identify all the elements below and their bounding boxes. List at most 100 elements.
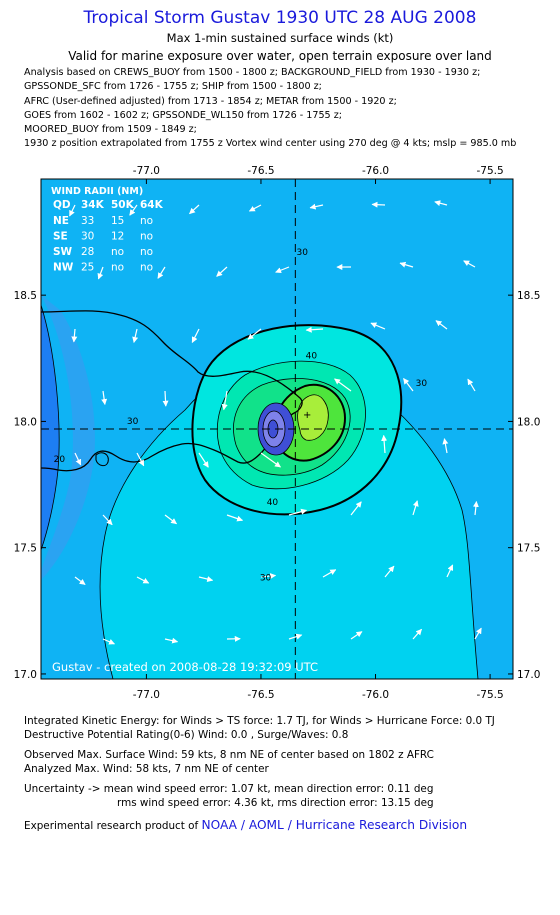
map-title: Tropical Storm Gustav 1930 UTC 28 AUG 20… bbox=[83, 8, 477, 28]
validity-note: Valid for marine exposure over water, op… bbox=[68, 49, 492, 63]
wind-arrow bbox=[198, 452, 209, 468]
wind-radii-cell: no bbox=[140, 246, 153, 258]
wind-arrow bbox=[226, 514, 244, 522]
wind-arrow bbox=[399, 261, 414, 268]
wind-arrow bbox=[189, 204, 200, 215]
contour-label: 30 bbox=[416, 379, 428, 389]
uncertainty-mean: Uncertainty -> mean wind speed error: 1.… bbox=[24, 783, 434, 795]
wind-arrow bbox=[309, 203, 324, 210]
wind-radii-cell: NW bbox=[53, 262, 74, 274]
contour-labels: 30 30 30 30 40 40 20 bbox=[54, 248, 428, 584]
wind-arrow bbox=[129, 204, 138, 216]
analysis-sources: Analysis based on CREWS_BUOY from 1500 -… bbox=[24, 66, 560, 152]
wind-arrow bbox=[164, 514, 177, 525]
wind-arrow bbox=[191, 328, 200, 343]
wind-radii-table: WIND RADII (NM) QD 34K 50K 64K NE 33 15 no SE 30 12… bbox=[51, 186, 164, 274]
wind-arrow bbox=[288, 633, 303, 640]
wind-arrow bbox=[102, 638, 116, 645]
contour-label: 40 bbox=[267, 498, 279, 508]
wind-radii-column-header: 50K bbox=[111, 199, 135, 211]
analysis-line: GPSSONDE_SFC from 1726 - 1755 z; SHIP fr… bbox=[24, 81, 322, 93]
analyzed-max-wind: Analyzed Max. Wind: 58 kts, 7 nm NE of c… bbox=[24, 763, 269, 775]
wind-arrow bbox=[162, 390, 169, 407]
lat-tick-label: 17.0 bbox=[517, 669, 540, 681]
wind-arrow bbox=[74, 452, 82, 466]
coast-detail bbox=[95, 452, 109, 467]
lon-tick-label: -77.0 bbox=[133, 689, 160, 701]
wind-arrow bbox=[247, 328, 262, 340]
wind-radii-cell: no bbox=[140, 231, 153, 243]
wind-arrow bbox=[198, 576, 214, 582]
credit-line: Experimental research product of NOAA / … bbox=[24, 818, 554, 832]
wind-arrow bbox=[164, 637, 179, 644]
wind-radii-column-header: QD bbox=[53, 199, 71, 211]
wind-arrow bbox=[371, 201, 386, 208]
contour-label: 30 bbox=[260, 574, 272, 584]
wind-arrow bbox=[248, 204, 262, 212]
wind-radii-cell: 25 bbox=[81, 262, 94, 274]
lon-tick-label: -75.5 bbox=[477, 689, 504, 701]
max-wind-marker: + bbox=[303, 410, 311, 421]
lat-tick-label: 18.0 bbox=[517, 416, 540, 428]
analysis-line: AFRC (User-defined adjusted) from 1713 -… bbox=[24, 95, 397, 107]
wind-arrow bbox=[221, 390, 228, 411]
contour-label: 40 bbox=[306, 351, 318, 361]
wind-arrow bbox=[132, 328, 139, 343]
uncertainty-rms: rms wind speed error: 4.36 kt, rms direc… bbox=[117, 797, 434, 809]
wind-radii-cell: SE bbox=[53, 231, 68, 243]
wind-arrow bbox=[435, 320, 448, 330]
wind-radii-cell: 33 bbox=[81, 215, 94, 227]
wind-arrow bbox=[446, 564, 454, 578]
wind-arrow bbox=[434, 200, 448, 207]
wind-arrow bbox=[157, 266, 166, 279]
plot-frame bbox=[40, 178, 514, 680]
analysis-line: MOORED_BUOY from 1509 - 1849 z; bbox=[24, 124, 197, 136]
hrd-link[interactable]: NOAA / AOML / Hurricane Research Divisio… bbox=[201, 818, 468, 832]
wind-arrow bbox=[288, 508, 308, 516]
wind-radii-cell: 30 bbox=[81, 231, 94, 243]
wind-arrow bbox=[467, 378, 476, 392]
wind-arrow bbox=[412, 500, 419, 516]
credit-text: Experimental research product of bbox=[24, 820, 199, 832]
dpr-text: Destructive Potential Rating(0-6) Wind: … bbox=[24, 729, 349, 741]
wind-arrow bbox=[74, 576, 86, 586]
wind-radii-cell: 15 bbox=[111, 215, 124, 227]
wind-radii-cell: no bbox=[111, 246, 124, 258]
analysis-line: GOES from 1602 - 1602 z; GPSSONDE_WL150 … bbox=[24, 109, 342, 121]
wind-arrow bbox=[136, 576, 150, 584]
lon-tick-label: -75.5 bbox=[477, 165, 504, 177]
wind-radii-cell: no bbox=[140, 262, 153, 274]
wind-arrow bbox=[136, 452, 145, 467]
lon-tick-label: -76.0 bbox=[362, 165, 389, 177]
wind-arrow bbox=[350, 631, 363, 640]
wind-radii-cell: no bbox=[111, 262, 124, 274]
contour-label: 20 bbox=[54, 455, 66, 465]
wind-arrow bbox=[322, 569, 337, 578]
wind-arrow bbox=[97, 266, 104, 280]
wind-radii-cell: 12 bbox=[111, 231, 124, 243]
created-timestamp: Gustav - created on 2008-08-28 19:32:09 … bbox=[52, 660, 318, 674]
wind-contour-25 bbox=[41, 295, 95, 580]
axis-ticks: -77.0 -77.0 -76.5 -76.5 -76.0 -76.0 -75.5 -75.5… bbox=[14, 165, 541, 701]
wind-radii-header: WIND RADII (NM) bbox=[51, 186, 143, 197]
wind-radii-cell: NE bbox=[53, 215, 69, 227]
wind-arrow bbox=[275, 266, 290, 274]
analysis-line: Analysis based on CREWS_BUOY from 1500 -… bbox=[24, 67, 481, 78]
wind-arrow bbox=[474, 627, 482, 640]
lat-tick-label: 17.5 bbox=[14, 543, 37, 555]
wind-arrow bbox=[472, 500, 479, 516]
map-subtitle: Max 1-min sustained surface winds (kt) bbox=[166, 31, 394, 45]
wind-arrow bbox=[305, 326, 324, 333]
wind-arrow bbox=[442, 438, 449, 454]
wind-arrow bbox=[370, 322, 386, 330]
jamaica-coastline bbox=[41, 310, 303, 472]
wind-arrow bbox=[102, 514, 113, 526]
lon-tick-label: -77.0 bbox=[133, 165, 160, 177]
analysis-line: 1930 z position extrapolated from 1755 z… bbox=[24, 138, 517, 150]
lat-tick-label: 18.5 bbox=[14, 290, 37, 302]
wind-arrow bbox=[69, 204, 76, 217]
wind-arrow bbox=[384, 565, 395, 578]
lon-tick-label: -76.0 bbox=[362, 689, 389, 701]
wind-arrow bbox=[463, 260, 476, 268]
wind-arrow bbox=[260, 573, 277, 579]
